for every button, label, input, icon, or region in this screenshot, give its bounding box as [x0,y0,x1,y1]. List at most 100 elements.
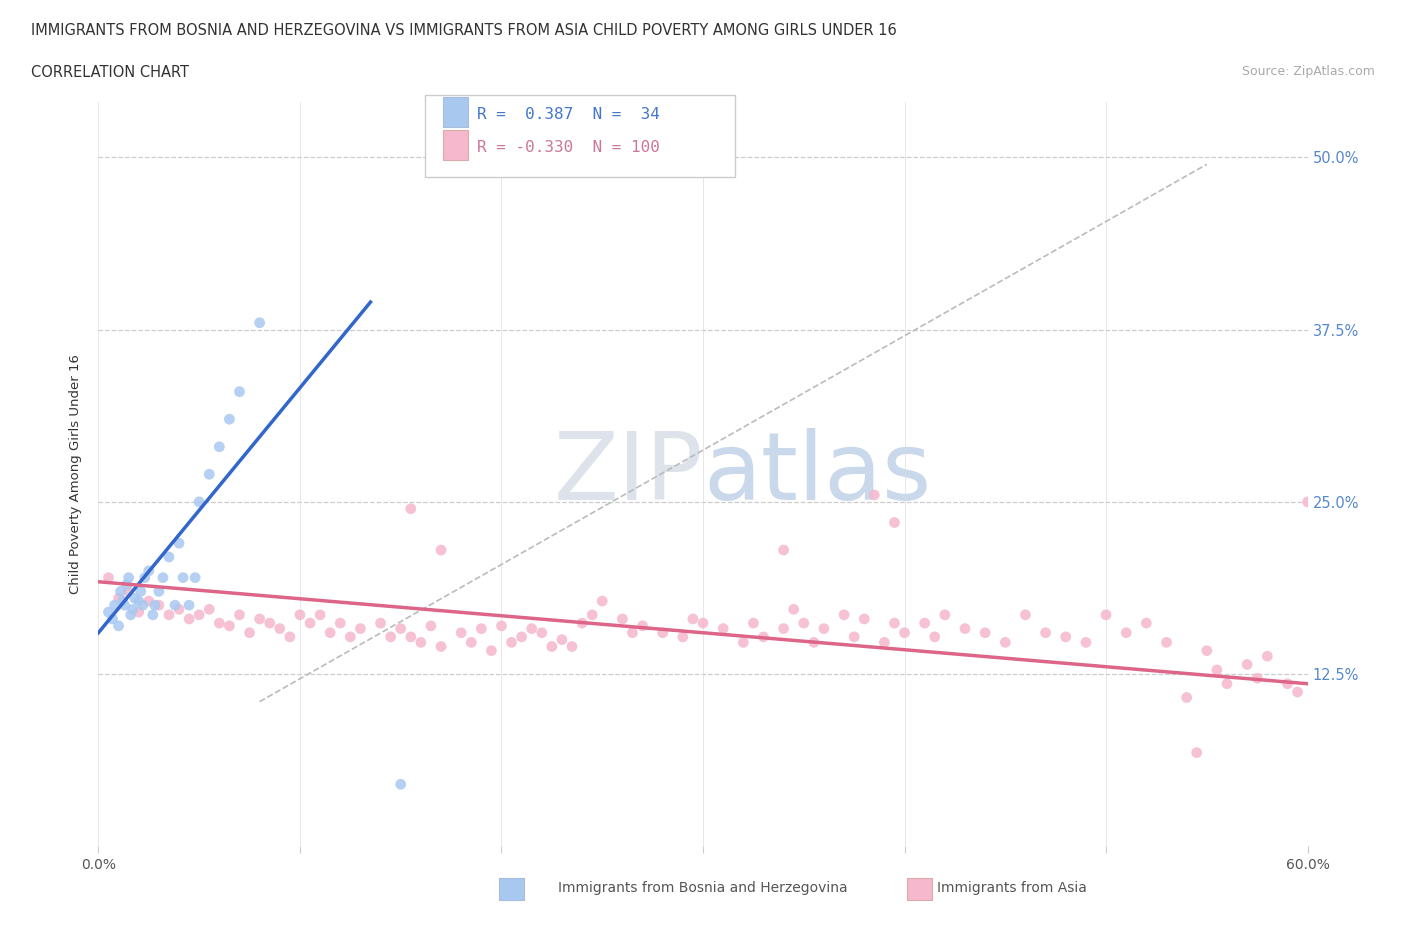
Point [167,536,190,551]
Point [581,607,603,622]
Point [103,598,125,613]
Point [783,602,806,617]
Point [803,635,825,650]
Point [239,625,262,640]
Text: IMMIGRANTS FROM BOSNIA AND HERZEGOVINA VS IMMIGRANTS FROM ASIA CHILD POVERTY AMO: IMMIGRANTS FROM BOSNIA AND HERZEGOVINA V… [31,23,897,38]
Point [319,625,342,640]
Point [893,625,915,640]
Point [541,639,564,654]
Point [399,630,422,644]
Text: R = -0.330  N = 100: R = -0.330 N = 100 [477,140,659,155]
Point [218,412,240,427]
Point [612,612,634,627]
Point [142,607,165,622]
Point [128,593,150,608]
Point [561,639,583,654]
Point [621,625,644,640]
Point [370,616,392,631]
Point [259,616,281,631]
Point [1156,635,1178,650]
Point [863,487,886,502]
Point [631,618,654,633]
Point [1256,649,1278,664]
Point [329,616,352,631]
Point [118,570,141,585]
Point [124,591,146,605]
Point [571,616,593,631]
Point [1175,690,1198,705]
Point [1216,676,1239,691]
Text: Source: ZipAtlas.com: Source: ZipAtlas.com [1241,65,1375,78]
Point [380,630,402,644]
Point [157,550,180,565]
Point [742,616,765,631]
Point [349,621,371,636]
Point [651,625,673,640]
Point [883,515,905,530]
Point [143,598,166,613]
Point [1115,625,1137,640]
Point [184,570,207,585]
Point [873,635,896,650]
Point [97,570,120,585]
Point [733,635,755,650]
Point [132,598,155,613]
Point [1286,684,1309,699]
Point [128,604,150,619]
Point [218,618,240,633]
Text: Immigrants from Bosnia and Herzegovina: Immigrants from Bosnia and Herzegovina [558,881,848,896]
Point [288,607,311,622]
Point [208,616,231,631]
Point [107,618,129,633]
Point [249,315,271,330]
Point [179,598,201,613]
Point [481,644,503,658]
Point [1185,745,1208,760]
Text: CORRELATION CHART: CORRELATION CHART [31,65,188,80]
Point [883,616,905,631]
Point [832,607,855,622]
Point [198,602,221,617]
Point [1206,662,1229,677]
Point [844,630,866,644]
Point [179,612,201,627]
Point [138,593,160,608]
Point [120,607,142,622]
Point [152,570,174,585]
Point [420,618,443,633]
Point [138,564,160,578]
Point [278,630,301,644]
Point [813,621,835,636]
Point [111,593,134,608]
Point [591,593,613,608]
Point [107,591,129,605]
Point [389,621,412,636]
Point [97,604,120,619]
Text: ZIP: ZIP [554,429,703,520]
Point [551,632,574,647]
Point [188,607,211,622]
Point [118,584,141,599]
Point [129,584,152,599]
Point [148,584,170,599]
Point [228,607,250,622]
Point [692,616,714,631]
Point [682,612,704,627]
Point [1195,644,1218,658]
Point [450,625,472,640]
Point [530,625,553,640]
Point [1277,676,1299,691]
Point [157,607,180,622]
Point [110,584,132,599]
Point [711,621,734,636]
Point [309,607,332,622]
Point [510,630,533,644]
Point [409,635,432,650]
Point [1014,607,1036,622]
Point [914,616,936,631]
Text: atlas: atlas [703,429,931,520]
Point [1296,495,1319,510]
Point [772,621,794,636]
Point [853,612,876,627]
Point [188,495,211,510]
